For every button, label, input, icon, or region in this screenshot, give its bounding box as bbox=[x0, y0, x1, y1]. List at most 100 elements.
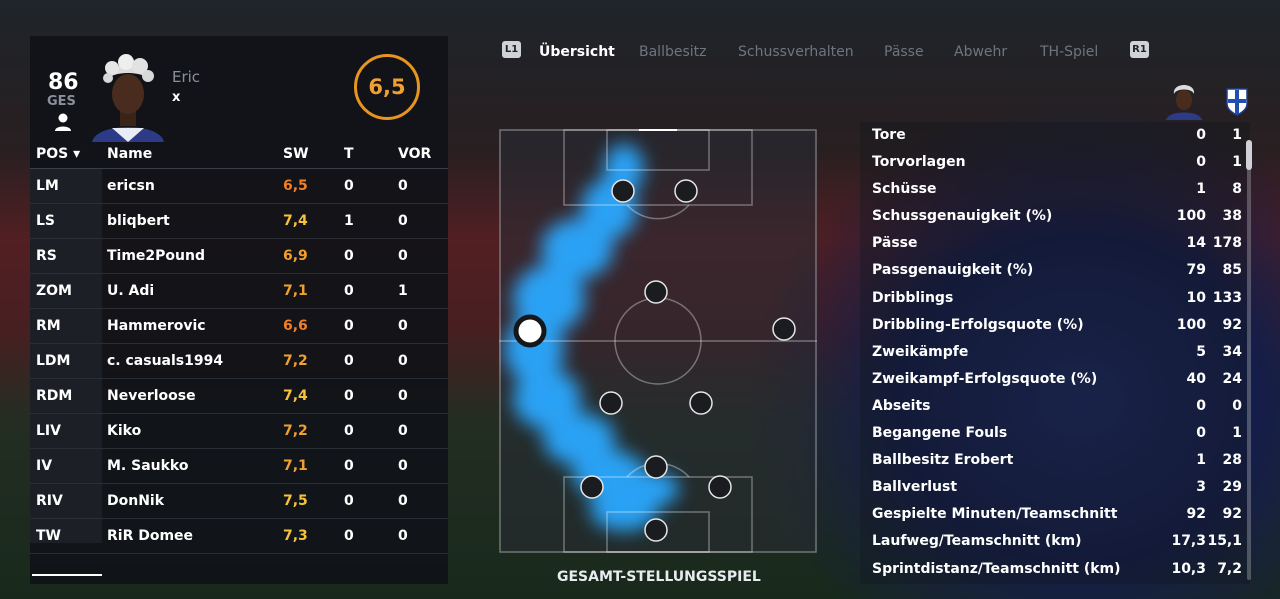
cell-assists: 0 bbox=[398, 388, 408, 404]
tab-abwehr[interactable]: Abwehr bbox=[954, 44, 1008, 60]
stat-team-value: 85 bbox=[1222, 262, 1242, 279]
player-avatar bbox=[92, 54, 164, 142]
tab-schussverhalten[interactable]: Schussverhalten bbox=[738, 44, 854, 60]
positioning-heatmap-pitch bbox=[499, 129, 817, 553]
stat-row: Pässe 14 178 bbox=[860, 230, 1250, 257]
l1-button[interactable]: L1 bbox=[502, 41, 521, 58]
stat-row: Schüsse 1 8 bbox=[860, 176, 1250, 203]
stat-player-value: 3 bbox=[1196, 479, 1206, 496]
player-name: Eric bbox=[172, 68, 201, 86]
cell-name: ericsn bbox=[107, 178, 155, 194]
cell-pos: RS bbox=[36, 248, 57, 264]
table-row[interactable]: LS bliqbert 7,4 1 0 bbox=[30, 204, 448, 239]
stat-label: Ballbesitz Erobert bbox=[872, 452, 1014, 469]
table-row[interactable]: RDM Neverloose 7,4 0 0 bbox=[30, 379, 448, 414]
stat-label: Passgenauigkeit (%) bbox=[872, 262, 1034, 279]
teammate-marker bbox=[580, 475, 604, 499]
table-row[interactable]: LDM c. casuals1994 7,2 0 0 bbox=[30, 344, 448, 379]
table-row[interactable]: LIV Kiko 7,2 0 0 bbox=[30, 414, 448, 449]
stat-player-value: 1 bbox=[1196, 452, 1206, 469]
table-row[interactable]: IV M. Saukko 7,1 0 0 bbox=[30, 449, 448, 484]
tab-uebersicht[interactable]: Übersicht bbox=[539, 44, 615, 60]
stat-player-value: 17,3 bbox=[1171, 533, 1206, 550]
table-header: POS ▾ Name SW T VOR bbox=[30, 141, 448, 169]
stat-player-value: 0 bbox=[1196, 127, 1206, 143]
stat-team-value: 29 bbox=[1222, 479, 1242, 496]
header-vor[interactable]: VOR bbox=[398, 146, 432, 162]
stat-label: Schüsse bbox=[872, 181, 937, 198]
stat-label: Tore bbox=[872, 127, 906, 143]
stat-row: Gespielte Minuten/Teamschnitt 92 92 bbox=[860, 501, 1250, 528]
cell-pos: TW bbox=[36, 528, 61, 544]
tab-ballbesitz[interactable]: Ballbesitz bbox=[639, 44, 707, 60]
position-column-highlight bbox=[30, 169, 102, 543]
table-row[interactable]: TW RiR Domee 7,3 0 0 bbox=[30, 519, 448, 554]
team-crest-icon bbox=[1226, 88, 1248, 116]
stat-label: Gespielte Minuten/Teamschnitt bbox=[872, 506, 1118, 523]
stat-player-value: 1 bbox=[1196, 181, 1206, 198]
header-name[interactable]: Name bbox=[107, 146, 153, 162]
r1-button[interactable]: R1 bbox=[1130, 41, 1149, 58]
teammate-marker bbox=[644, 455, 668, 479]
stat-label: Abseits bbox=[872, 397, 931, 414]
cell-rating: 7,2 bbox=[283, 423, 308, 439]
stat-label: Pässe bbox=[872, 235, 918, 252]
cell-goals: 0 bbox=[344, 528, 354, 544]
cell-name: RiR Domee bbox=[107, 528, 194, 544]
teammate-marker bbox=[599, 391, 623, 415]
person-icon bbox=[55, 113, 71, 131]
table-row[interactable]: RS Time2Pound 6,9 0 0 bbox=[30, 239, 448, 274]
cell-assists: 0 bbox=[398, 353, 408, 369]
stat-row: Abseits 0 0 bbox=[860, 393, 1250, 420]
stat-row: Laufweg/Teamschnitt (km) 17,3 15,1 bbox=[860, 528, 1250, 555]
cell-assists: 0 bbox=[398, 458, 408, 474]
stat-player-value: 14 bbox=[1186, 235, 1206, 252]
table-row[interactable]: LM ericsn 6,5 0 0 bbox=[30, 169, 448, 204]
stat-player-value: 79 bbox=[1186, 262, 1206, 279]
stat-row: Zweikampf-Erfolgsquote (%) 40 24 bbox=[860, 366, 1250, 393]
stat-team-value: 7,2 bbox=[1217, 560, 1242, 577]
table-row[interactable]: RIV DonNik 7,5 0 0 bbox=[30, 484, 448, 519]
cell-goals: 0 bbox=[344, 458, 354, 474]
stat-player-value: 5 bbox=[1196, 343, 1206, 360]
stat-row: Ballverlust 3 29 bbox=[860, 474, 1250, 501]
table-row[interactable]: ZOM U. Adi 7,1 0 1 bbox=[30, 274, 448, 309]
cell-goals: 0 bbox=[344, 178, 354, 194]
player-column-avatar bbox=[1166, 85, 1202, 120]
stat-row: Torvorlagen 0 1 bbox=[860, 149, 1250, 176]
player-nation: x bbox=[172, 90, 181, 105]
table-row[interactable]: RM Hammerovic 6,6 0 0 bbox=[30, 309, 448, 344]
tab-th-spiel[interactable]: TH-Spiel bbox=[1040, 44, 1099, 60]
cell-goals: 1 bbox=[344, 213, 354, 229]
cell-name: Hammerovic bbox=[107, 318, 206, 334]
stats-scrollbar-thumb[interactable] bbox=[1246, 140, 1252, 170]
stat-row: Passgenauigkeit (%) 79 85 bbox=[860, 257, 1250, 284]
cell-rating: 7,1 bbox=[283, 283, 308, 299]
stat-player-value: 10 bbox=[1186, 289, 1206, 306]
stat-player-value: 100 bbox=[1176, 316, 1206, 333]
stat-row: Ballbesitz Erobert 1 28 bbox=[860, 447, 1250, 474]
stat-team-value: 133 bbox=[1212, 289, 1242, 306]
overall-label: GES bbox=[47, 94, 76, 109]
match-rating: 6,5 bbox=[354, 54, 420, 120]
stat-row: Sprintdistanz/Teamschnitt (km) 10,3 7,2 bbox=[860, 556, 1250, 583]
selected-player-marker bbox=[513, 314, 547, 348]
cell-assists: 0 bbox=[398, 213, 408, 229]
header-sw[interactable]: SW bbox=[283, 146, 309, 162]
stat-row: Zweikämpfe 5 34 bbox=[860, 339, 1250, 366]
stat-team-value: 92 bbox=[1222, 316, 1242, 333]
stat-label: Dribblings bbox=[872, 289, 954, 306]
stat-label: Zweikampf-Erfolgsquote (%) bbox=[872, 370, 1098, 387]
stat-team-value: 1 bbox=[1232, 127, 1242, 143]
header-t[interactable]: T bbox=[344, 146, 354, 162]
tab-paesse[interactable]: Pässe bbox=[884, 44, 924, 60]
cell-rating: 6,6 bbox=[283, 318, 308, 334]
ratings-table: POS ▾ Name SW T VOR LM ericsn 6,5 0 0 LS bliqb… bbox=[30, 141, 448, 554]
cell-rating: 7,3 bbox=[283, 528, 308, 544]
stats-scrollbar[interactable] bbox=[1247, 140, 1251, 580]
cell-assists: 1 bbox=[398, 283, 408, 299]
stat-player-value: 100 bbox=[1176, 208, 1206, 225]
header-pos[interactable]: POS ▾ bbox=[36, 146, 81, 162]
cell-pos: LDM bbox=[36, 353, 71, 369]
stat-player-value: 40 bbox=[1186, 370, 1206, 387]
